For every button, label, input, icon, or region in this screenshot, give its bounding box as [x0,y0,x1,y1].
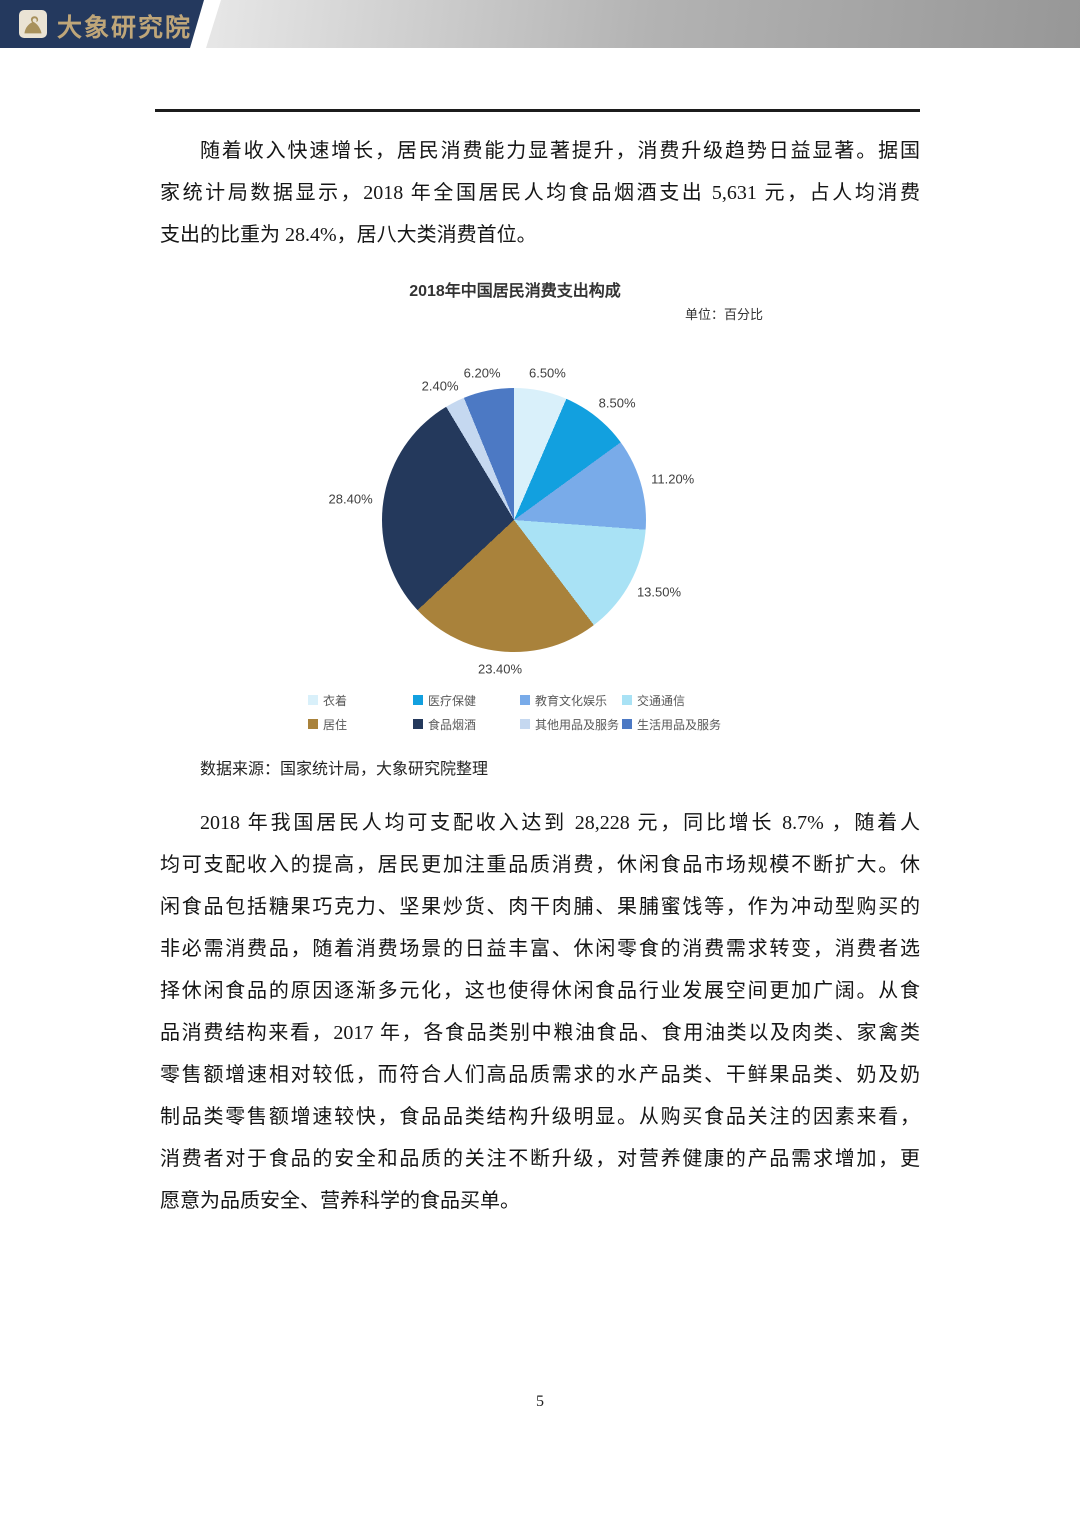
paragraph-line: 品消费结构来看，2017 年，各食品类别中粮油食品、食用油类以及肉类、家禽类 [160,1022,920,1044]
pie-value-label: 11.20% [651,471,695,487]
legend-swatch [413,719,423,729]
legend-label: 居住 [323,717,348,732]
pie-value-label: 8.50% [598,395,636,411]
pie-value-label: 13.50% [636,584,682,600]
chart-legend: 衣着 医疗保健 教育文化娱乐 交通通信 居住 食品烟酒 [308,688,721,736]
paragraph-line: 家统计局数据显示，2018 年全国居民人均食品烟酒支出 5,631 元，占人均消… [160,182,920,204]
pie-value-label: 6.20% [463,365,501,381]
legend-item: 衣着 [308,692,413,709]
header-gray-band [206,0,1080,48]
paragraph-line: 愿意为品质安全、营养科学的食品买单。 [160,1190,520,1212]
legend-label: 交通通信 [637,693,686,708]
legend-item: 生活用品及服务 [622,716,721,733]
brand-name: 大象研究院 [57,15,193,42]
legend-swatch [520,695,530,705]
legend-item: 教育文化娱乐 [520,692,622,709]
paragraph-line: 闲食品包括糖果巧克力、坚果炒货、肉干肉脯、果脯蜜饯等，作为冲动型购买的 [160,896,920,918]
legend-swatch [622,719,632,729]
legend-swatch [520,719,530,729]
pie-value-label: 23.40% [477,661,523,677]
pie-chart [382,388,646,652]
paragraph-consumption-upgrade: 随着收入快速增长，居民消费能力显著提升，消费升级趋势日益显著。据国家统计局数据显… [160,130,920,256]
page-header: 大象研究院 [0,0,1080,48]
legend-item: 医疗保健 [413,692,520,709]
paragraph-line: 零售额增速相对较低，而符合人们高品质需求的水产品类、干鲜果品类、奶及奶 [160,1064,920,1086]
legend-label: 医疗保健 [428,693,477,708]
paragraph-line: 均可支配收入的提高，居民更加注重品质消费，休闲食品市场规模不断扩大。休 [160,854,920,876]
paragraph-snack-food-market: 2018 年我国居民人均可支配收入达到 28,228 元，同比增长 8.7% ，… [160,802,920,1222]
legend-swatch [622,695,632,705]
pie-value-label: 6.50% [528,365,566,381]
legend-item: 食品烟酒 [413,716,520,733]
paragraph-line: 择休闲食品的原因逐渐多元化，这也使得休闲食品行业发展空间更加广阔。从食 [160,980,920,1002]
paragraph-line: 支出的比重为 28.4%，居八大类消费首位。 [160,224,537,246]
paragraph-line: 消费者对于食品的安全和品质的关注不断升级，对营养健康的产品需求增加，更 [160,1148,920,1170]
legend-item: 居住 [308,716,413,733]
header-navy-band: 大象研究院 [0,0,204,48]
chart-unit-label: 单位：百分比 [685,307,764,322]
chart-title: 2018年中国居民消费支出构成 [409,283,621,300]
pie-value-label: 28.40% [328,491,373,507]
paragraph-line: 非必需消费品，随着消费场景的日益丰富、休闲零食的消费需求转变，消费者选 [160,938,920,960]
data-source-note: 数据来源：国家统计局，大象研究院整理 [200,761,489,778]
paragraph-line: 制品类零售额增速较快，食品品类结构升级明显。从购买食品关注的因素来看， [160,1106,920,1128]
brand-logo [19,10,47,38]
page-number: 5 [536,1393,544,1410]
legend-label: 生活用品及服务 [637,717,722,732]
legend-item: 其他用品及服务 [520,716,622,733]
header-divider [155,109,920,112]
legend-label: 其他用品及服务 [535,717,620,732]
legend-swatch [308,719,318,729]
paragraph-line: 2018 年我国居民人均可支配收入达到 28,228 元，同比增长 8.7% ，… [200,812,920,834]
legend-swatch [308,695,318,705]
legend-label: 教育文化娱乐 [535,693,608,708]
legend-item: 交通通信 [622,692,721,709]
pie-value-label: 2.40% [421,378,459,394]
legend-label: 衣着 [323,693,348,708]
legend-label: 食品烟酒 [428,717,477,732]
paragraph-line: 随着收入快速增长，居民消费能力显著提升，消费升级趋势日益显著。据国 [200,140,920,162]
legend-swatch [413,695,423,705]
